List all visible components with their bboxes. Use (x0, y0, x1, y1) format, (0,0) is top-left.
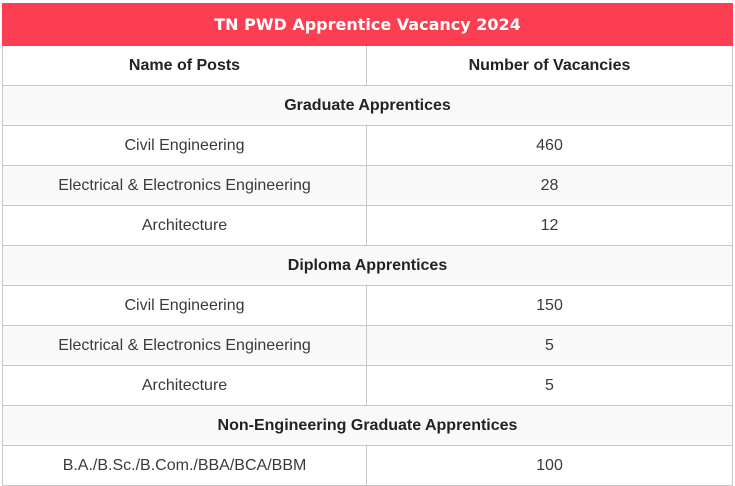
vacancy-cell: 100 (366, 445, 733, 486)
section-row-graduate: Graduate Apprentices (2, 85, 733, 126)
table-title-row: TN PWD Apprentice Vacancy 2024 (2, 3, 733, 46)
post-cell: Electrical & Electronics Engineering (2, 165, 367, 206)
section-title: Non-Engineering Graduate Apprentices (2, 405, 733, 446)
column-header-post: Name of Posts (2, 45, 367, 86)
post-cell: Architecture (2, 365, 367, 406)
table-row: Civil Engineering 460 (2, 125, 733, 166)
post-cell: Architecture (2, 205, 367, 246)
table-row: Electrical & Electronics Engineering 5 (2, 325, 733, 366)
post-cell: B.A./B.Sc./B.Com./BBA/BCA/BBM (2, 445, 367, 486)
vacancy-cell: 12 (366, 205, 733, 246)
table-row: Civil Engineering 150 (2, 285, 733, 326)
table-header-row: Name of Posts Number of Vacancies (2, 45, 733, 86)
vacancy-cell: 150 (366, 285, 733, 326)
section-title: Diploma Apprentices (2, 245, 733, 286)
section-row-non-engineering: Non-Engineering Graduate Apprentices (2, 405, 733, 446)
vacancy-cell: 5 (366, 325, 733, 366)
table-row: Architecture 5 (2, 365, 733, 406)
post-cell: Civil Engineering (2, 125, 367, 166)
table-row: B.A./B.Sc./B.Com./BBA/BCA/BBM 100 (2, 445, 733, 486)
table-row: Architecture 12 (2, 205, 733, 246)
column-header-vacancies: Number of Vacancies (366, 45, 733, 86)
section-title: Graduate Apprentices (2, 85, 733, 126)
vacancy-cell: 5 (366, 365, 733, 406)
table-row: Electrical & Electronics Engineering 28 (2, 165, 733, 206)
vacancy-cell: 460 (366, 125, 733, 166)
vacancy-table: TN PWD Apprentice Vacancy 2024 Name of P… (2, 3, 733, 486)
vacancy-cell: 28 (366, 165, 733, 206)
section-row-diploma: Diploma Apprentices (2, 245, 733, 286)
table-title: TN PWD Apprentice Vacancy 2024 (2, 3, 733, 46)
post-cell: Civil Engineering (2, 285, 367, 326)
post-cell: Electrical & Electronics Engineering (2, 325, 367, 366)
